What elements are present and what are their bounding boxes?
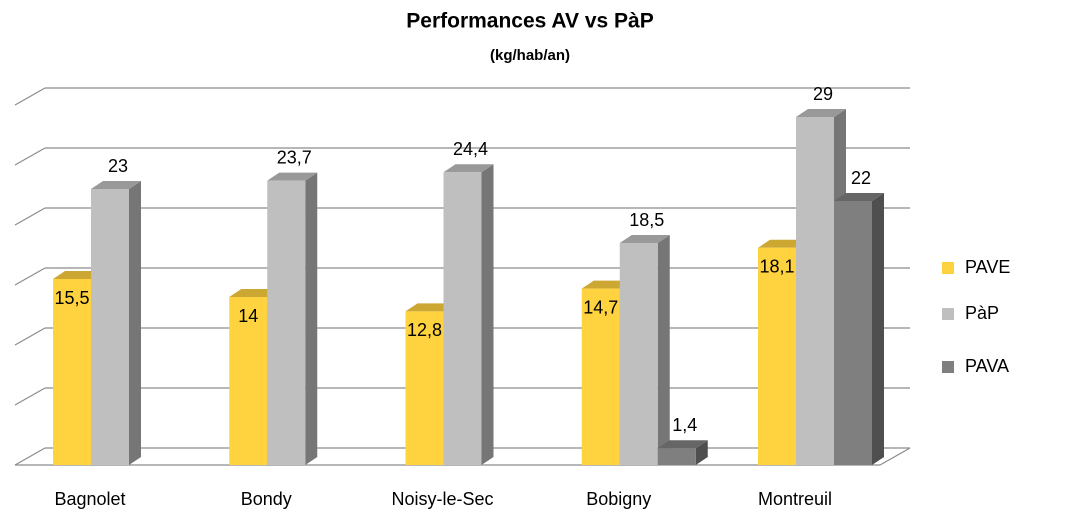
bar bbox=[53, 279, 91, 465]
chart-subtitle: (kg/hab/an) bbox=[490, 47, 570, 64]
bar-side bbox=[305, 172, 318, 465]
grid-line-side bbox=[14, 87, 46, 106]
bar bbox=[758, 247, 796, 465]
bar-top bbox=[229, 289, 280, 297]
x-tick-label: Bondy bbox=[241, 489, 292, 509]
legend-label: PàP bbox=[965, 303, 999, 323]
bar bbox=[834, 201, 872, 465]
data-label: 29 bbox=[813, 84, 833, 104]
x-tick-label: Montreuil bbox=[758, 489, 832, 509]
chart-title: Performances AV vs PàP bbox=[406, 10, 653, 33]
data-label: 1,4 bbox=[672, 415, 697, 435]
bar-side bbox=[657, 235, 670, 465]
bar bbox=[91, 189, 129, 465]
grid-line-side bbox=[14, 267, 46, 286]
floor-edge bbox=[879, 447, 911, 466]
legend-swatch bbox=[942, 262, 954, 274]
bar-top bbox=[619, 235, 670, 243]
data-label: 15,5 bbox=[54, 288, 89, 308]
bar bbox=[657, 448, 696, 465]
bar-top bbox=[796, 109, 846, 117]
data-label: 12,8 bbox=[407, 320, 442, 340]
legend-swatch bbox=[942, 308, 954, 320]
data-label: 14,7 bbox=[583, 297, 618, 317]
grid-line-side bbox=[14, 207, 46, 226]
bar-top bbox=[834, 193, 884, 201]
data-label: 24,4 bbox=[453, 139, 488, 159]
data-label: 22 bbox=[851, 168, 871, 188]
bar-top bbox=[443, 164, 494, 173]
grid-line-side bbox=[14, 387, 46, 406]
bar bbox=[581, 288, 620, 465]
bar-top bbox=[53, 271, 103, 279]
bar bbox=[267, 180, 306, 465]
bar-top bbox=[91, 181, 141, 189]
bar-top bbox=[657, 440, 708, 449]
data-label: 23,7 bbox=[277, 147, 312, 167]
bar bbox=[229, 297, 268, 465]
data-label: 14 bbox=[238, 306, 258, 326]
bar bbox=[796, 117, 834, 465]
bar-side bbox=[481, 164, 494, 465]
legend-label: PAVE bbox=[965, 257, 1010, 277]
bar-side bbox=[872, 193, 884, 465]
bar-top bbox=[581, 280, 632, 289]
grid-line-side bbox=[14, 447, 46, 466]
data-label: 23 bbox=[108, 156, 128, 176]
legend-swatch bbox=[942, 361, 954, 373]
bar-top bbox=[758, 239, 808, 248]
bar-side bbox=[695, 440, 708, 465]
data-label: 18,1 bbox=[759, 257, 794, 277]
bar bbox=[405, 311, 444, 465]
legend-label: PAVA bbox=[965, 356, 1009, 376]
bar-side bbox=[129, 181, 141, 465]
bar bbox=[443, 172, 482, 465]
bar-top bbox=[267, 172, 318, 181]
bar bbox=[619, 243, 658, 465]
bar-top bbox=[405, 303, 456, 312]
grid-line-side bbox=[14, 327, 46, 346]
x-tick-label: Noisy-le-Sec bbox=[391, 489, 493, 509]
grid-line-side bbox=[14, 147, 46, 166]
x-tick-label: Bobigny bbox=[586, 489, 651, 509]
x-tick-label: Bagnolet bbox=[54, 489, 125, 509]
data-label: 18,5 bbox=[629, 210, 664, 230]
